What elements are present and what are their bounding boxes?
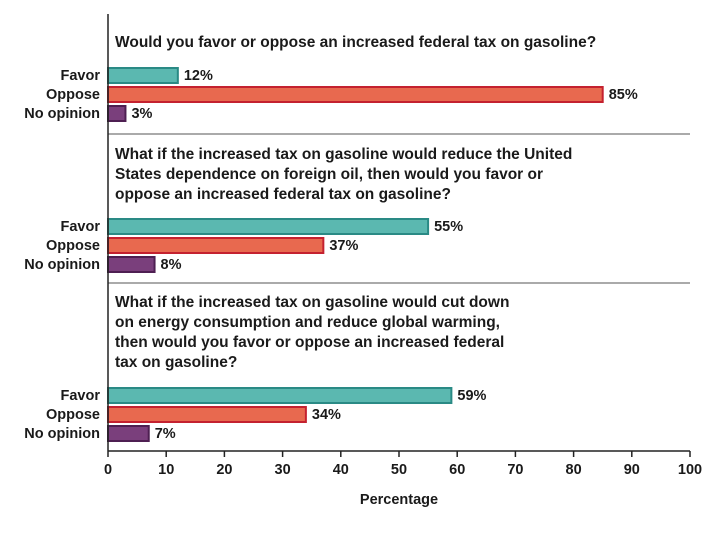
data-label: 85% (609, 87, 638, 103)
category-label: No opinion (24, 426, 100, 442)
data-label: 37% (329, 238, 358, 254)
bar (107, 218, 430, 235)
category-label: Oppose (46, 407, 100, 423)
category-label: Favor (61, 219, 101, 235)
category-label: Favor (61, 388, 101, 404)
x-tick-label: 40 (333, 462, 349, 478)
data-label: 55% (434, 219, 463, 235)
question-text-line: then would you favor or oppose an increa… (115, 334, 504, 351)
x-tick-label: 70 (507, 462, 523, 478)
data-label: 7% (155, 426, 176, 442)
question-text-line: oppose an increased federal tax on gasol… (115, 186, 451, 203)
category-label: No opinion (24, 106, 100, 122)
bar (107, 67, 179, 84)
question-text-line: on energy consumption and reduce global … (115, 314, 500, 331)
x-tick-label: 0 (104, 462, 112, 478)
data-label: 34% (312, 407, 341, 423)
bar (107, 105, 127, 122)
bar (107, 256, 156, 273)
data-label: 12% (184, 68, 213, 84)
x-tick-label: 20 (216, 462, 232, 478)
category-label: Favor (61, 68, 101, 84)
x-tick-label: 30 (275, 462, 291, 478)
x-tick-label: 10 (158, 462, 174, 478)
x-axis-title: Percentage (360, 492, 438, 508)
question-text-line: What if the increased tax on gasoline wo… (115, 294, 509, 311)
data-label: 3% (131, 106, 152, 122)
bar (107, 406, 307, 423)
x-tick-label: 100 (678, 462, 702, 478)
category-label: Oppose (46, 87, 100, 103)
category-label: No opinion (24, 257, 100, 273)
bar (107, 86, 604, 103)
question-text-line: What if the increased tax on gasoline wo… (115, 146, 572, 163)
question-text-line: tax on gasoline? (115, 354, 237, 371)
bar (107, 387, 453, 404)
bar (107, 237, 325, 254)
category-label: Oppose (46, 238, 100, 254)
question-text-line: States dependence on foreign oil, then w… (115, 166, 543, 183)
bar (107, 425, 150, 442)
x-tick-label: 60 (449, 462, 465, 478)
data-label: 59% (457, 388, 486, 404)
x-tick-label: 50 (391, 462, 407, 478)
question-text-line: Would you favor or oppose an increased f… (115, 34, 596, 51)
x-tick-label: 90 (624, 462, 640, 478)
x-tick-label: 80 (566, 462, 582, 478)
data-label: 8% (161, 257, 182, 273)
